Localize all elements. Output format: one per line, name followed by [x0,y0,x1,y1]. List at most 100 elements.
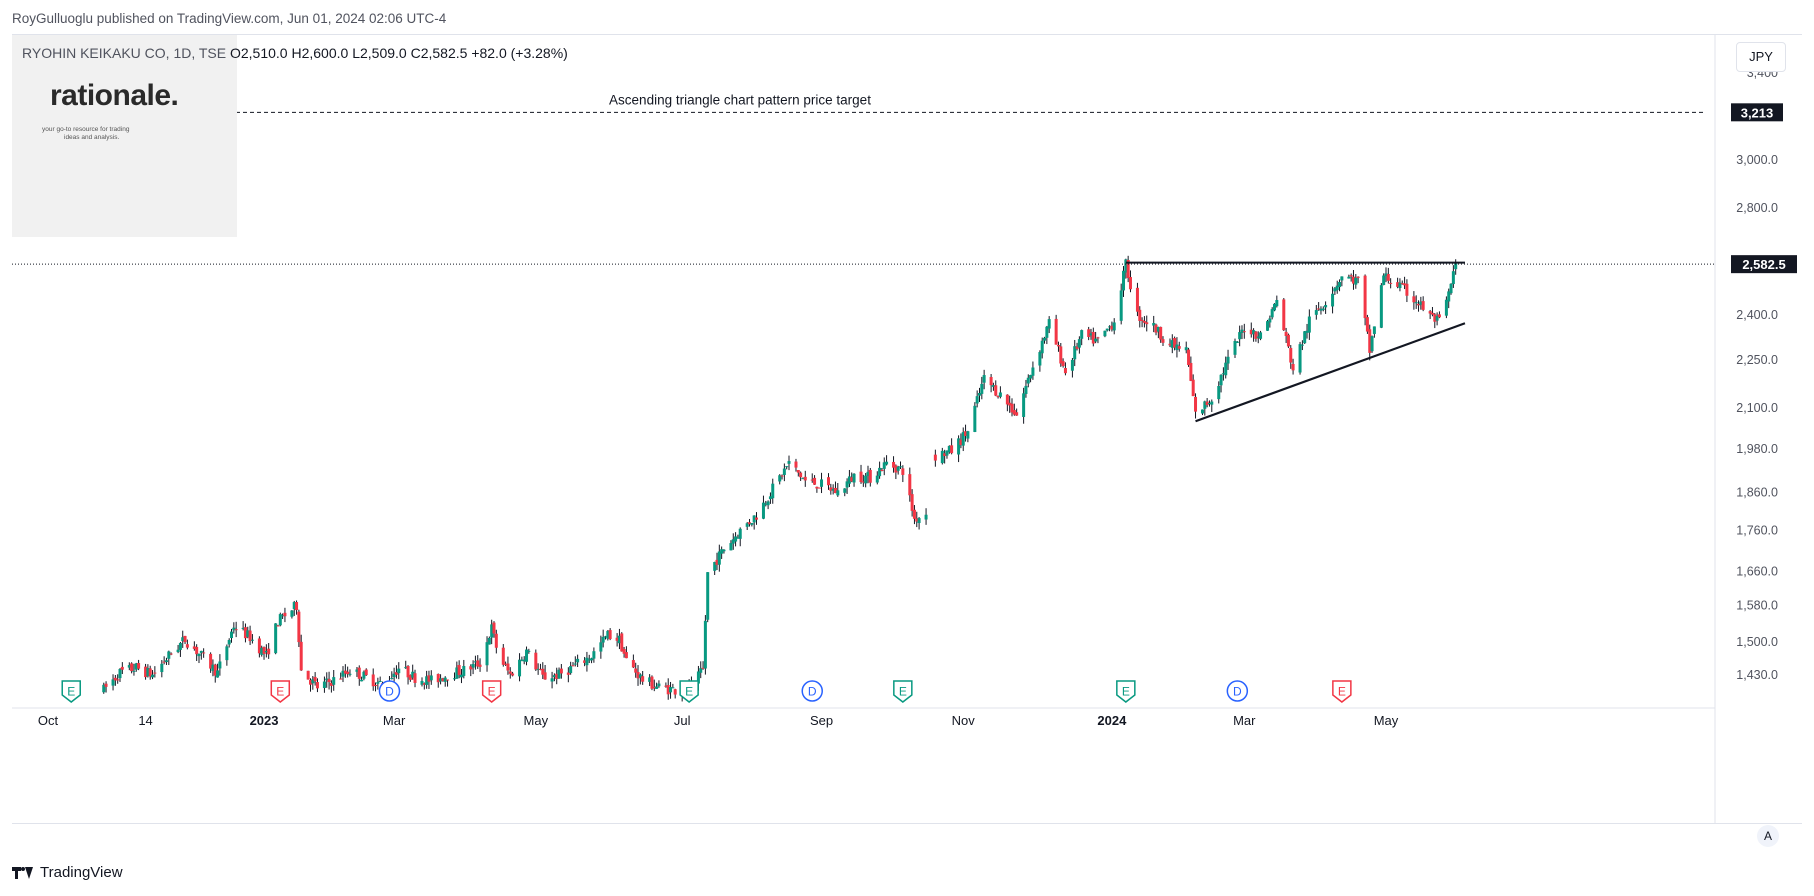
currency-button[interactable]: JPY [1736,42,1786,72]
candle-body [1040,340,1044,354]
candle-body [195,646,199,655]
candle-body [1140,319,1144,322]
symbol-label[interactable]: RYOHIN KEIKAKU CO, 1D, TSE [22,45,227,61]
event-marker-label: D [808,685,817,699]
event-marker-label: D [385,685,394,699]
candle-body [243,627,247,639]
open-value: O2,510.0 [229,45,288,61]
candle-body [213,664,217,676]
candle-body [522,659,526,662]
earnings-event-marker [679,680,699,703]
event-marker-label: E [276,685,284,699]
candle-body [281,615,285,617]
candle-body [1154,324,1158,333]
candle-body [989,377,993,386]
candle-body [487,638,491,645]
candle-body [552,675,556,678]
candle-body [1038,352,1042,366]
candle-body [1094,338,1098,342]
candle-body [471,663,475,668]
candle-body [1286,334,1290,347]
candle-body [295,602,299,611]
candle-body [234,629,238,631]
candle-body [311,679,315,684]
candle-body [620,633,624,652]
candle-body [1372,326,1376,334]
tradingview-brand[interactable]: TradingView [12,864,123,881]
close-value: C2,582.5 [410,45,468,61]
candle-body [752,515,756,523]
candle-body [343,670,347,674]
candle-body [1096,337,1100,339]
chart-canvas[interactable]: 3,4003,000.02,800.02,400.02,250.02,100.0… [12,35,1802,823]
candle-body [262,647,266,654]
tradingview-logo-icon [12,866,34,879]
event-marker-label: E [67,685,75,699]
candle-body [202,652,206,654]
candle-body [820,479,824,487]
x-tick-label: Nov [952,713,976,728]
candle-body [1307,316,1311,333]
logo-tagline: your go-to resource for trading [42,126,130,133]
ohlc-legend: RYOHIN KEIKAKU CO, 1D, TSE O2,510.0 H2,6… [22,45,568,61]
candle-body [494,633,498,648]
candle-body [355,669,359,672]
x-tick-label: Mar [1233,713,1256,728]
candle-body [411,671,415,678]
candle-body [167,651,171,659]
candle-body [1063,368,1067,374]
candle-body [181,637,185,642]
candle-body [815,486,819,489]
candle-body [332,677,336,685]
candle-body [648,677,652,682]
candle-body [1061,361,1065,367]
candle-body [420,680,424,685]
candle-body [427,675,431,682]
candle-body [322,681,326,689]
candle-body [657,683,661,687]
candle-body [153,672,157,674]
ascending-trend-line [1195,322,1466,423]
candle-body [959,439,963,445]
candle-body [346,671,350,675]
candle-body [264,650,268,653]
candle-body [1173,338,1177,348]
candle-body [666,685,670,695]
candle-body [1015,412,1019,416]
candle-body [1449,283,1453,294]
candle-body [260,647,264,655]
candle-body [408,675,412,680]
candle-body [501,647,505,665]
candle-body [864,475,868,484]
candle-body [866,471,870,477]
candle-body [290,610,294,617]
dividend-event-marker [378,680,401,702]
candle-body [1203,401,1207,409]
candle-body [559,668,563,674]
candle-body [455,667,459,679]
candle-body [371,674,375,687]
event-marker-label: E [1338,685,1346,699]
candle-body [144,666,148,678]
x-tick-label: 2023 [250,713,279,728]
candle-body [227,639,231,645]
candle-body [504,663,508,665]
y-tick-label: 2,400.0 [1736,308,1778,322]
chart-frame[interactable]: 3,400 3,000.0 2,800.0 2,400.0 2,250.0 2,100.0… [12,34,1802,824]
candle-body [508,671,512,674]
candle-body [701,667,705,669]
candle-body [566,672,570,675]
candle-body [722,549,726,552]
auto-scale-button[interactable]: A [1757,825,1779,847]
candle-body [116,679,120,681]
candle-body [843,488,847,493]
candle-body [933,454,937,461]
candle-body [996,395,1000,398]
candle-body [859,471,863,483]
candle-body [1365,317,1369,332]
candle-body [768,496,772,500]
candle-body [1226,356,1230,364]
candle-body [803,476,807,481]
x-tick-label: May [1374,713,1399,728]
candle-body [1054,318,1058,345]
